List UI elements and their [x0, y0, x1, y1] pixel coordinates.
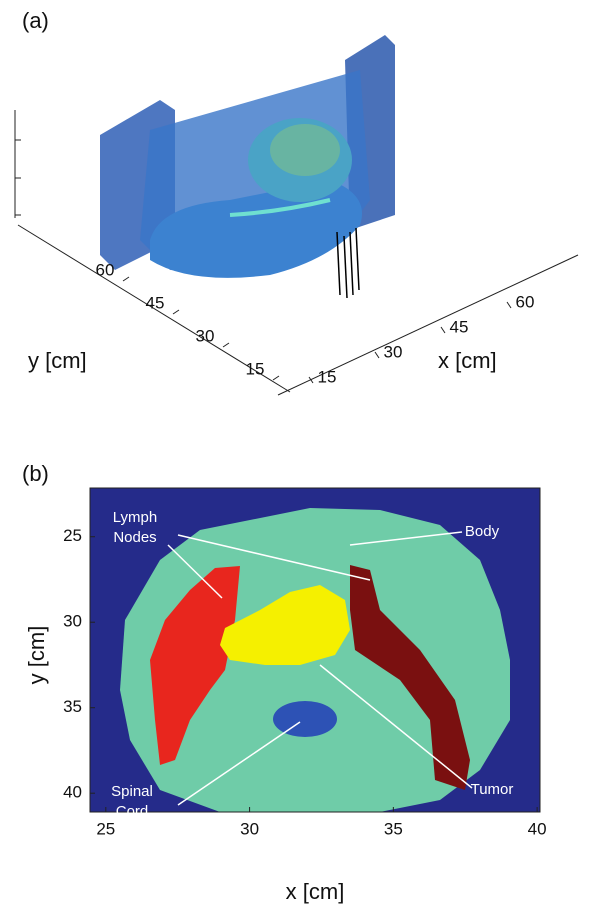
tick-label: 25	[63, 526, 82, 545]
tick-mark	[441, 327, 445, 333]
annotation: Body	[465, 523, 500, 540]
tick-label: 45	[146, 293, 165, 312]
panel-label: (b)	[22, 461, 49, 486]
annotation: Spinal	[111, 783, 153, 800]
axis-label: x [cm]	[286, 879, 345, 904]
panel-label: (a)	[22, 8, 49, 33]
tick-label: 60	[516, 292, 535, 311]
tick-label: 30	[240, 819, 259, 838]
tick-label: 35	[384, 819, 403, 838]
annotation: Cord	[116, 803, 149, 820]
tick-label: 60	[96, 260, 115, 279]
tick-mark	[223, 343, 229, 347]
tick-label: 45	[450, 317, 469, 336]
tick-label: 15	[246, 359, 265, 378]
figure: (a) y [cm] x [cm] (b)	[0, 0, 590, 913]
annotation: Tumor	[471, 781, 514, 798]
tick-mark	[507, 302, 511, 308]
tick-label: 25	[96, 819, 115, 838]
tick-label: 30	[63, 612, 82, 631]
tick-mark	[375, 352, 379, 358]
tick-label: 15	[318, 367, 337, 386]
annotation: Nodes	[113, 529, 156, 546]
tick-mark	[173, 310, 179, 314]
page: (a) y [cm] x [cm] (b)	[0, 0, 590, 913]
axis-label: y [cm]	[28, 348, 87, 373]
annotation: Lymph	[113, 509, 157, 526]
tick-label: 30	[384, 342, 403, 361]
tick-label: 40	[528, 819, 547, 838]
tick-mark	[123, 277, 129, 281]
render-3d	[15, 35, 578, 395]
tick-label: 35	[63, 697, 82, 716]
tick-mark	[273, 376, 279, 380]
tick-label: 30	[196, 326, 215, 345]
axis-label: y [cm]	[24, 626, 49, 685]
axis-label: x [cm]	[438, 348, 497, 373]
tick-label: 40	[63, 783, 82, 802]
